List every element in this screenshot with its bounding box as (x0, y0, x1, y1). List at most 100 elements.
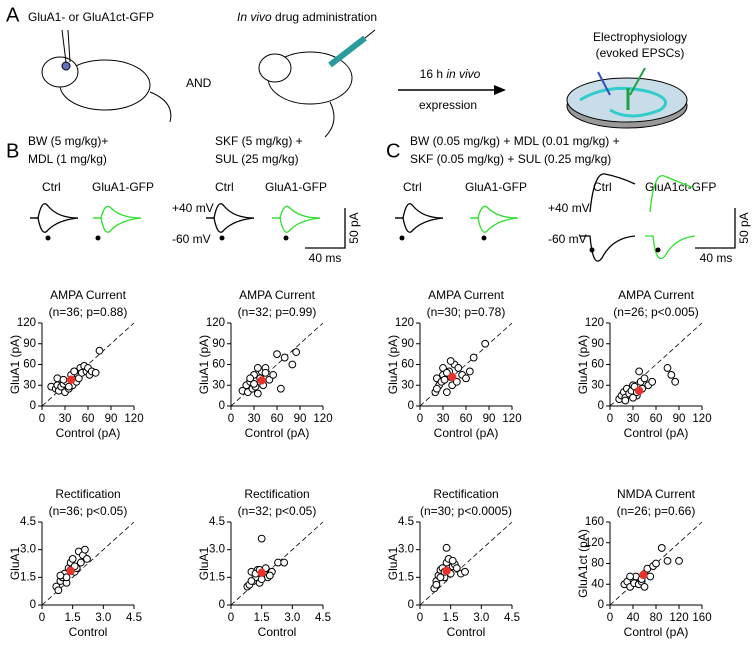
data-point (621, 396, 630, 405)
scale-bar (695, 208, 736, 249)
x-tick-label: 4.5 (126, 612, 142, 624)
drug-rest: drug administration (272, 10, 377, 24)
y-axis-label: GluA1 (pA) (576, 335, 590, 394)
x-tick-label: 30 (437, 413, 450, 425)
trace-label: Ctrl (403, 180, 422, 194)
y-tick-label: 1.5 (398, 571, 414, 583)
y-tick-label: 120 (395, 317, 414, 329)
data-point (461, 567, 469, 576)
arrow-head (494, 85, 506, 95)
y-tick-label: 120 (17, 317, 36, 329)
y-tick-label: 90 (401, 338, 414, 350)
y-tick-label: 60 (591, 359, 604, 371)
mean-point (634, 386, 644, 395)
stim-dot (589, 247, 595, 253)
x-tick-label: 120 (124, 413, 143, 425)
stim-dot (283, 235, 289, 241)
y-tick-label: 30 (212, 379, 225, 391)
chart-title: Rectification (55, 487, 120, 501)
data-point (652, 559, 660, 568)
data-point (59, 375, 68, 384)
data-point (454, 364, 463, 372)
chart-subtitle: (n=30; p=0.78) (427, 305, 506, 319)
mouse-icon (258, 29, 376, 138)
x-axis-label: Control (258, 625, 297, 639)
y-tick-label: 0 (408, 400, 414, 412)
condition-label: BW (5 mg/kg)+ (28, 134, 108, 148)
y-tick-label: 120 (585, 317, 604, 329)
data-point (442, 543, 451, 552)
x-tick-label: 30 (248, 413, 261, 425)
scale-label: 40 ms (309, 251, 342, 265)
y-tick-label: 40 (591, 578, 604, 590)
y-tick-label: 30 (23, 379, 36, 391)
y-tick-label: 3.0 (209, 544, 225, 556)
stim-dot (481, 235, 487, 241)
chart-title: AMPA Current (239, 288, 315, 302)
mouse-icon (41, 29, 172, 123)
chart-title: NMDA Current (617, 487, 696, 501)
data-point (269, 370, 278, 379)
x-tick-label: 80 (650, 612, 663, 624)
data-point (246, 374, 255, 383)
data-point (253, 389, 262, 398)
x-axis-label: Control (pA) (624, 625, 689, 639)
trace-label: GluA1-GFP (465, 180, 527, 194)
chart-subtitle: (n=32; p<0.05) (238, 504, 317, 518)
data-point (273, 350, 281, 359)
data-point (462, 374, 470, 383)
x-tick-label: 30 (627, 413, 640, 425)
y-tick-label: 90 (591, 338, 604, 350)
mean-point (257, 568, 266, 577)
ephys-label: Electrophysiology (593, 30, 687, 44)
trace-label: Ctrl (42, 180, 61, 194)
arrow-top-prefix: 16 h (420, 67, 447, 81)
stim-dot (655, 247, 661, 253)
data-point (64, 382, 73, 391)
data-point (640, 374, 649, 383)
scale-label: 40 ms (700, 251, 733, 265)
mean-point (66, 566, 75, 576)
x-tick-label: 60 (460, 413, 473, 425)
y-tick-label: 90 (212, 338, 225, 350)
data-point (675, 557, 683, 565)
x-tick-label: 0 (228, 612, 234, 624)
data-point (648, 377, 657, 386)
data-point (629, 393, 637, 402)
stim-dot (95, 235, 101, 241)
x-tick-label: 60 (271, 413, 284, 425)
data-point (261, 368, 270, 377)
x-axis-label: Control (447, 625, 486, 639)
condition-label: SKF (0.05 mg/kg) + SUL (0.25 mg/kg) (410, 152, 611, 166)
data-point (288, 360, 297, 369)
drug-italic: In vivo (237, 10, 272, 24)
data-point (70, 367, 79, 376)
mean-point (66, 375, 76, 384)
chart-subtitle: (n=36; p=0.88) (49, 305, 128, 319)
y-axis-label: GluA1 (pA) (197, 335, 211, 394)
x-tick-label: 120 (669, 612, 688, 624)
panel-label: A (6, 4, 20, 26)
y-tick-label: 160 (585, 516, 604, 528)
x-tick-label: 90 (483, 413, 496, 425)
mean-point (448, 372, 457, 382)
data-point (657, 544, 666, 552)
y-axis-label: GluA1 (197, 547, 211, 581)
data-point (663, 364, 672, 372)
data-point (465, 367, 474, 376)
identity-line (419, 521, 513, 606)
ephys-label: (evoked EPSCs) (596, 46, 685, 60)
condition-label: SKF (5 mg/kg) + (215, 134, 303, 148)
data-point (663, 557, 672, 565)
x-tick-label: 90 (294, 413, 307, 425)
chart-title: Rectification (433, 487, 498, 501)
x-tick-label: 60 (82, 413, 95, 425)
y-tick-label: 60 (23, 359, 36, 371)
panel-label: C (386, 140, 400, 162)
identity-line (609, 521, 703, 606)
chart-title: AMPA Current (618, 288, 694, 302)
voltage-label: +40 mV (172, 201, 214, 215)
data-point (253, 364, 262, 372)
trace-label: GluA1ct-GFP (645, 180, 716, 194)
trace-label: GluA1-GFP (265, 180, 327, 194)
